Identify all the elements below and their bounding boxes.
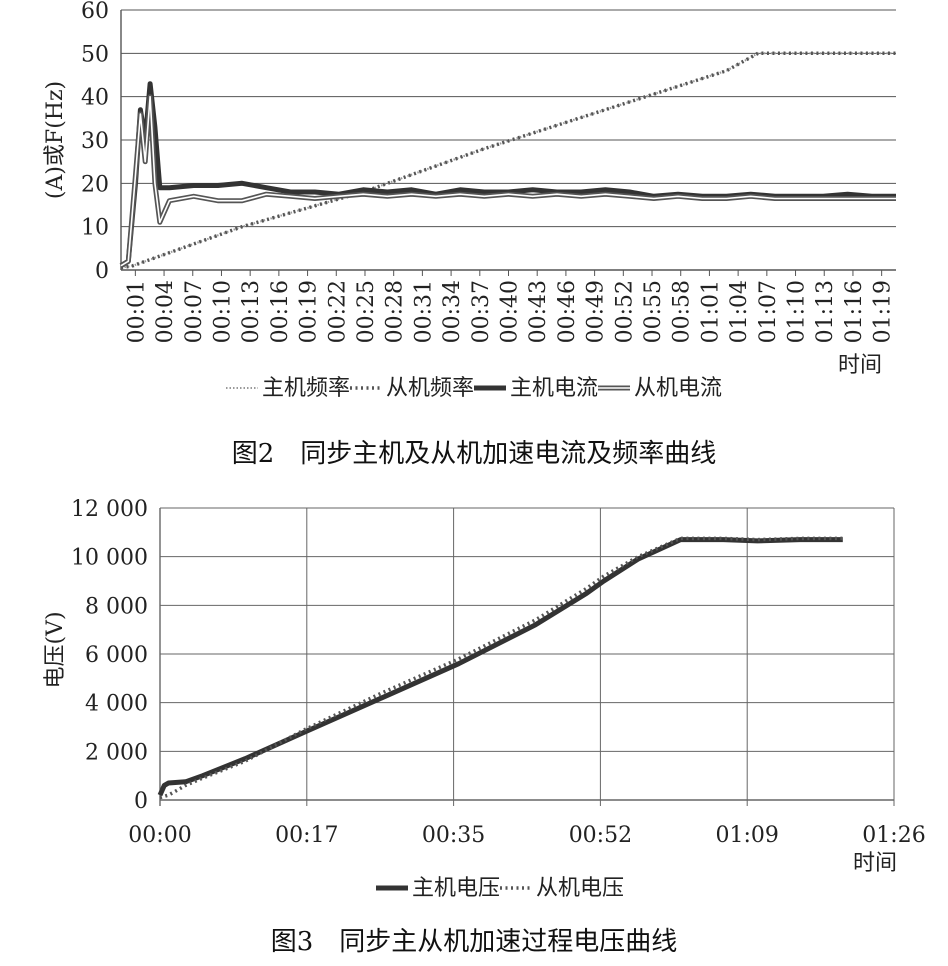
chart2-legend: 主机电压 从机电压	[376, 876, 624, 901]
chart2-y-tick-5: 10 000	[71, 546, 148, 571]
chart1-x-tick-labels: 00:01 00:04 00:07 00:10 00:13 00:16 00:19 00:22…	[124, 280, 895, 343]
chart2-x-tick-0: 00:00	[128, 823, 191, 848]
chart2-y-axis-label: 电压(V)	[43, 611, 68, 688]
chart1-x-tick-8: 00:25	[354, 280, 379, 343]
chart1-gridlines	[120, 9, 896, 276]
chart1-x-tick-4: 00:13	[239, 280, 264, 343]
chart1-x-tick-18: 00:55	[641, 280, 666, 343]
chart2-series-0-line	[157, 537, 843, 797]
chart1-legend-label-3: 从机电流	[634, 376, 722, 401]
chart2-series-1-line	[159, 536, 843, 800]
chart1-series-0-line	[120, 52, 896, 269]
chart2-legend-label-1: 从机电压	[536, 876, 624, 901]
chart2-legend-label-0: 主机电压	[412, 876, 500, 901]
chart1-x-axis-label: 时间	[838, 353, 882, 378]
chart1-x-tick-17: 00:52	[612, 280, 637, 343]
chart1-legend-label-1: 从机频率	[386, 376, 474, 401]
chart1-y-tick-1: 10	[81, 216, 109, 241]
chart1-x-tick-13: 00:40	[498, 280, 523, 343]
chart1-x-tick-14: 00:43	[526, 280, 551, 343]
chart1-x-tick-25: 01:16	[842, 280, 867, 343]
chart2-x-tick-1: 00:17	[275, 823, 338, 848]
chart1-x-tick-24: 01:13	[813, 280, 838, 343]
chart2-y-tick-4: 8 000	[85, 594, 148, 619]
chart1-y-tick-6: 60	[81, 0, 109, 24]
chart1-x-tick-26: 01:19	[871, 280, 896, 343]
chart2-y-tick-0: 0	[134, 789, 148, 814]
chart1-series-2-line	[119, 81, 896, 268]
chart2-x-tick-3: 00:52	[569, 823, 632, 848]
chart1-x-tick-22: 01:07	[756, 280, 781, 343]
chart1-y-tick-0: 0	[95, 259, 109, 284]
chart1-x-tick-11: 00:34	[440, 280, 465, 343]
chart1-y-axis-label: (A)或F(Hz)	[43, 81, 68, 199]
chart1-series-3-inner	[120, 95, 896, 267]
chart2-y-tick-3: 6 000	[85, 643, 148, 668]
chart1-x-tick-9: 00:28	[383, 280, 408, 343]
chart2-x-axis-label: 时间	[853, 851, 897, 876]
chart1-x-tick-1: 00:04	[153, 280, 178, 343]
chart1-x-tick-2: 00:07	[182, 280, 207, 343]
chart1-caption: 图2 同步主机及从机加速电流及频率曲线	[232, 439, 717, 469]
chart1-x-tick-20: 01:01	[698, 280, 723, 343]
chart1-x-tick-10: 00:31	[411, 280, 436, 343]
chart2-gridlines	[159, 507, 895, 806]
chart1-x-tick-7: 00:22	[325, 280, 350, 343]
chart1-y-tick-4: 40	[81, 86, 109, 111]
chart1-x-tick-15: 00:46	[555, 280, 580, 343]
chart2-x-tick-2: 00:35	[422, 823, 485, 848]
chart1-y-tick-labels: 0 10 20 30 40 50 60	[81, 0, 109, 284]
chart1-x-tick-5: 00:16	[268, 280, 293, 343]
chart1-x-tick-6: 00:19	[297, 280, 322, 343]
chart2-y-tick-1: 2 000	[85, 740, 148, 765]
chart1-x-tick-23: 01:10	[785, 280, 810, 343]
chart2-y-tick-6: 12 000	[71, 497, 148, 522]
chart2-series-group	[157, 536, 843, 800]
chart1-x-tick-16: 00:49	[584, 280, 609, 343]
chart1-series-1-line	[120, 51, 896, 270]
chart1-x-tick-3: 00:10	[210, 280, 235, 343]
chart2-x-tick-labels: 00:00 00:17 00:35 00:52 01:09 01:26	[128, 823, 925, 848]
chart2-x-tick-4: 01:09	[715, 823, 778, 848]
chart2-y-tick-labels: 0 2 000 4 000 6 000 8 000 10 000 12 000	[71, 497, 148, 814]
chart2-y-tick-2: 4 000	[85, 692, 148, 717]
chart1-legend-label-2: 主机电流	[510, 376, 598, 401]
chart1-legend-label-0: 主机频率	[262, 376, 350, 401]
chart1-series-group	[119, 51, 896, 270]
chart1-legend: 主机频率 从机频率 主机电流 从机电流	[226, 376, 722, 401]
chart1-y-tick-3: 30	[81, 129, 109, 154]
chart1-y-tick-2: 20	[81, 172, 109, 197]
chart2-caption: 图3 同步主从机加速过程电压曲线	[271, 927, 678, 957]
chart1-x-tick-21: 01:04	[727, 280, 752, 343]
chart1-series-3-line	[119, 94, 896, 268]
chart2-x-tick-5: 01:26	[862, 823, 925, 848]
chart1-x-tick-19: 00:58	[670, 280, 695, 343]
chart1-x-tick-0: 00:01	[124, 280, 149, 343]
chart1-y-tick-5: 50	[81, 42, 109, 67]
chart1-x-tick-12: 00:37	[469, 280, 494, 343]
